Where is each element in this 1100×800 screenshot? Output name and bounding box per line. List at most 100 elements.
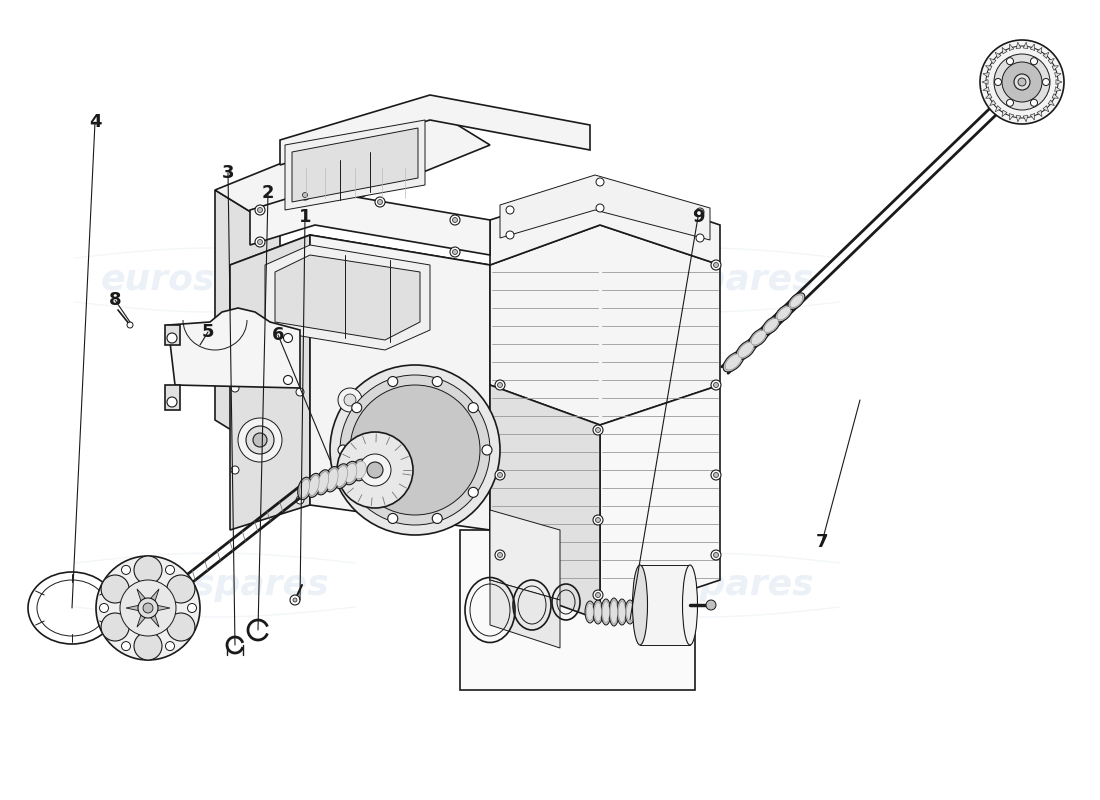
Circle shape bbox=[338, 445, 348, 455]
Circle shape bbox=[469, 487, 478, 498]
Circle shape bbox=[352, 487, 362, 498]
Ellipse shape bbox=[790, 295, 803, 307]
Ellipse shape bbox=[632, 565, 648, 645]
Circle shape bbox=[495, 550, 505, 560]
Polygon shape bbox=[151, 589, 160, 601]
Polygon shape bbox=[285, 120, 425, 210]
Ellipse shape bbox=[609, 598, 619, 626]
Circle shape bbox=[593, 425, 603, 435]
Circle shape bbox=[506, 206, 514, 214]
Polygon shape bbox=[1002, 47, 1008, 54]
Circle shape bbox=[711, 380, 720, 390]
Polygon shape bbox=[990, 58, 996, 64]
Text: eurospares: eurospares bbox=[585, 263, 814, 297]
Ellipse shape bbox=[617, 599, 627, 625]
Circle shape bbox=[167, 397, 177, 407]
Polygon shape bbox=[165, 325, 180, 345]
Circle shape bbox=[388, 514, 398, 523]
Circle shape bbox=[330, 365, 500, 535]
Circle shape bbox=[469, 402, 478, 413]
Ellipse shape bbox=[593, 600, 603, 624]
Polygon shape bbox=[490, 385, 600, 620]
Circle shape bbox=[696, 208, 704, 216]
Polygon shape bbox=[214, 190, 280, 460]
Polygon shape bbox=[1048, 100, 1055, 106]
Circle shape bbox=[388, 377, 398, 386]
Polygon shape bbox=[986, 66, 992, 70]
Circle shape bbox=[432, 377, 442, 386]
Circle shape bbox=[238, 418, 282, 462]
Polygon shape bbox=[280, 95, 590, 165]
Polygon shape bbox=[1016, 42, 1021, 49]
Circle shape bbox=[187, 603, 197, 613]
Polygon shape bbox=[265, 245, 430, 350]
Polygon shape bbox=[600, 385, 720, 620]
Circle shape bbox=[96, 556, 200, 660]
Circle shape bbox=[134, 632, 162, 660]
Ellipse shape bbox=[344, 463, 356, 482]
Ellipse shape bbox=[736, 340, 756, 359]
Circle shape bbox=[126, 322, 133, 328]
Polygon shape bbox=[983, 86, 989, 91]
Circle shape bbox=[1002, 62, 1042, 102]
Circle shape bbox=[101, 575, 129, 603]
Circle shape bbox=[1031, 58, 1037, 65]
Polygon shape bbox=[1043, 106, 1048, 112]
Polygon shape bbox=[230, 235, 490, 415]
Text: eurospares: eurospares bbox=[101, 568, 329, 602]
Ellipse shape bbox=[318, 472, 329, 493]
Circle shape bbox=[986, 46, 1058, 118]
Circle shape bbox=[375, 197, 385, 207]
Circle shape bbox=[1006, 58, 1013, 65]
Polygon shape bbox=[1037, 47, 1042, 54]
Circle shape bbox=[980, 40, 1064, 124]
Ellipse shape bbox=[738, 342, 754, 358]
Polygon shape bbox=[500, 175, 710, 240]
Circle shape bbox=[711, 550, 720, 560]
Polygon shape bbox=[990, 100, 996, 106]
Polygon shape bbox=[996, 106, 1001, 112]
Circle shape bbox=[696, 234, 704, 242]
Polygon shape bbox=[275, 255, 420, 340]
Polygon shape bbox=[1055, 86, 1061, 91]
Ellipse shape bbox=[308, 475, 319, 495]
Circle shape bbox=[482, 445, 492, 455]
Circle shape bbox=[121, 566, 131, 574]
Ellipse shape bbox=[603, 602, 609, 622]
Circle shape bbox=[377, 199, 383, 205]
Circle shape bbox=[1043, 78, 1049, 86]
Ellipse shape bbox=[625, 600, 635, 624]
Text: eurospares: eurospares bbox=[585, 568, 814, 602]
Circle shape bbox=[994, 54, 1050, 110]
Ellipse shape bbox=[299, 479, 309, 498]
Circle shape bbox=[497, 553, 503, 558]
Text: 5: 5 bbox=[201, 323, 214, 341]
Polygon shape bbox=[490, 510, 560, 600]
Circle shape bbox=[338, 388, 362, 412]
Circle shape bbox=[1014, 74, 1030, 90]
Circle shape bbox=[1018, 78, 1026, 86]
Polygon shape bbox=[214, 105, 490, 230]
Polygon shape bbox=[1031, 114, 1035, 120]
Circle shape bbox=[120, 580, 176, 636]
Polygon shape bbox=[1023, 42, 1027, 49]
Circle shape bbox=[257, 207, 263, 213]
Circle shape bbox=[167, 613, 195, 641]
Circle shape bbox=[350, 385, 480, 515]
Ellipse shape bbox=[776, 305, 793, 322]
Text: 9: 9 bbox=[692, 208, 704, 226]
Circle shape bbox=[101, 613, 129, 641]
Ellipse shape bbox=[777, 306, 791, 320]
Circle shape bbox=[595, 427, 601, 433]
Circle shape bbox=[337, 432, 412, 508]
Ellipse shape bbox=[298, 478, 311, 500]
Circle shape bbox=[284, 334, 293, 342]
Ellipse shape bbox=[316, 470, 331, 495]
Circle shape bbox=[165, 642, 175, 650]
Ellipse shape bbox=[610, 601, 617, 623]
Circle shape bbox=[711, 260, 720, 270]
Text: 4: 4 bbox=[89, 113, 101, 131]
Polygon shape bbox=[1052, 66, 1058, 70]
Polygon shape bbox=[996, 52, 1001, 58]
Circle shape bbox=[593, 515, 603, 525]
